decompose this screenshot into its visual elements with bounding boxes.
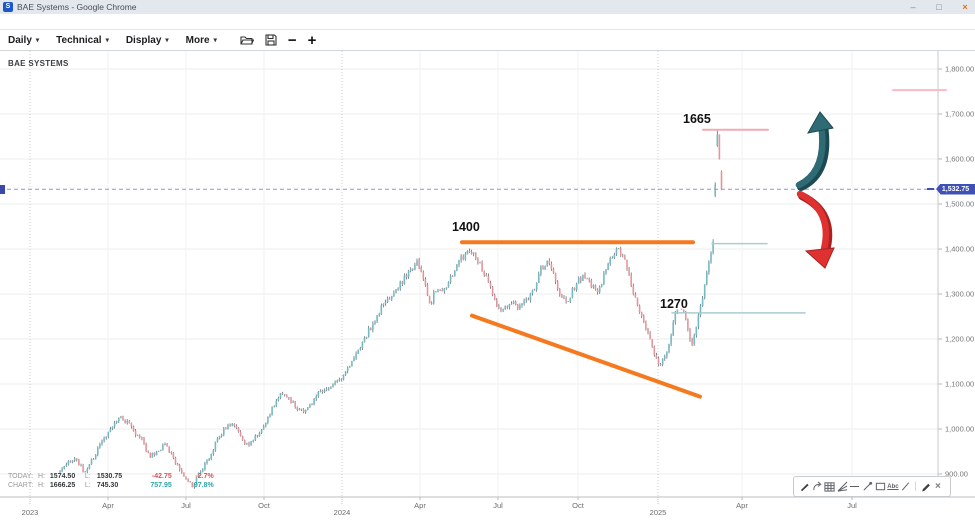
price-axis-label: 1,400.00: [945, 245, 974, 254]
chevron-down-icon: ▾: [165, 37, 169, 44]
chevron-down-icon: ▾: [35, 37, 40, 44]
diagonal-line-icon[interactable]: [900, 481, 911, 493]
price-axis-label: 1,500.00: [945, 200, 974, 209]
menu-technical[interactable]: Technical ▾: [56, 34, 109, 46]
chevron-down-icon: ▾: [105, 37, 109, 44]
date-axis-label: Oct: [572, 501, 585, 510]
chart-change-pct: 97.8%: [193, 482, 214, 489]
annotation-1665[interactable]: 1665: [682, 111, 713, 128]
today-change: -42.75: [151, 473, 172, 480]
toolbar-separator: |: [914, 481, 917, 492]
date-axis-label: 2023: [22, 508, 39, 517]
zoom-out-button[interactable]: −: [287, 31, 297, 49]
price-axis-label: 1,000.00: [945, 425, 974, 434]
curved-arrow-icon[interactable]: [812, 481, 823, 493]
date-axis-label: Jul: [493, 501, 503, 510]
price-axis-label: 1,200.00: [945, 335, 974, 344]
bullish-arrow[interactable]: [795, 111, 834, 191]
minimize-button[interactable]: –: [910, 2, 916, 12]
today-high: 1574.50: [49, 473, 76, 480]
today-change-pct: -2.7%: [195, 473, 214, 480]
date-axis-label: 2024: [334, 508, 351, 517]
date-axis-label: Apr: [736, 501, 748, 510]
price-axis-label: 1,800.00: [945, 65, 974, 74]
save-icon[interactable]: [265, 34, 277, 46]
left-price-marker: [0, 184, 5, 194]
today-low: 1530.75: [96, 473, 123, 480]
close-icon[interactable]: ×: [935, 481, 941, 492]
address-bar: financials.spreadex.com/App/Home/LiveCha…: [0, 14, 975, 43]
chart-change: 757.95: [150, 482, 172, 489]
annotation-1400[interactable]: 1400: [451, 219, 482, 236]
descending-trendline[interactable]: [470, 313, 702, 399]
zoom-in-button[interactable]: +: [307, 31, 317, 49]
date-axis-label: Jul: [181, 501, 191, 510]
trend-fan-icon[interactable]: [837, 481, 848, 493]
menu-more[interactable]: More ▾: [185, 34, 217, 46]
date-axis-label: 2025: [650, 508, 667, 517]
chart-area: 900.00 1,000.00 1,100.00 1,200.00 1,300.00 1,…: [0, 51, 975, 523]
chart-low: 745.30: [96, 482, 119, 489]
cursor-pen-icon[interactable]: [799, 481, 810, 493]
rectangle-icon[interactable]: [875, 481, 886, 493]
chevron-down-icon: ▾: [213, 37, 217, 44]
date-axis-label: Oct: [258, 501, 271, 510]
date-axis-label: Jul: [847, 501, 857, 510]
spreadex-favicon-icon: S: [3, 2, 13, 12]
price-chart[interactable]: 900.00 1,000.00 1,100.00 1,200.00 1,300.00 1,…: [0, 51, 975, 523]
current-price-tag: 1,532.75: [936, 183, 975, 195]
status-today-row: TODAY: H: 1574.50 L: 1530.75 -42.75 -2.7…: [8, 473, 214, 480]
titlebar: S BAE Systems - Google Chrome – □ ×: [0, 0, 975, 14]
price-tag-dash: [927, 188, 934, 190]
maximize-button[interactable]: □: [936, 2, 942, 12]
price-axis-label: 900.00: [945, 470, 968, 479]
pencil-icon[interactable]: [920, 481, 931, 493]
window-title: BAE Systems - Google Chrome: [17, 2, 137, 12]
horizontal-line-icon[interactable]: [849, 481, 860, 493]
price-axis-label: 1,600.00: [945, 155, 974, 164]
grid-icon[interactable]: [824, 481, 835, 493]
close-button[interactable]: ×: [962, 2, 968, 12]
price-axis-label: 1,300.00: [945, 290, 974, 299]
status-chart-row: CHART: H: 1666.25 L: 745.30 757.95 97.8%: [8, 482, 214, 489]
chart-status: TODAY: H: 1574.50 L: 1530.75 -42.75 -2.7…: [8, 472, 214, 490]
annotation-1270[interactable]: 1270: [659, 295, 690, 312]
trendline-dot-icon[interactable]: [862, 481, 873, 493]
menu-display[interactable]: Display ▾: [125, 34, 169, 46]
price-axis-label: 1,700.00: [945, 110, 974, 119]
menu-daily[interactable]: Daily ▾: [8, 34, 40, 46]
date-axis-label: Apr: [102, 501, 114, 510]
text-abc-icon[interactable]: Abc: [887, 483, 899, 490]
chart-menubar: Daily ▾ Technical ▾ Display ▾ More ▾ − +: [0, 30, 975, 51]
bearish-arrow[interactable]: [796, 190, 835, 269]
chart-symbol: BAE SYSTEMS: [8, 59, 69, 68]
open-folder-icon[interactable]: [240, 34, 254, 46]
candles: [59, 129, 723, 489]
date-axis-label: Apr: [414, 501, 426, 510]
chart-high: 1666.25: [49, 482, 76, 489]
price-axis-label: 1,100.00: [945, 380, 974, 389]
drawing-toolbar: Abc | ×: [793, 476, 951, 497]
